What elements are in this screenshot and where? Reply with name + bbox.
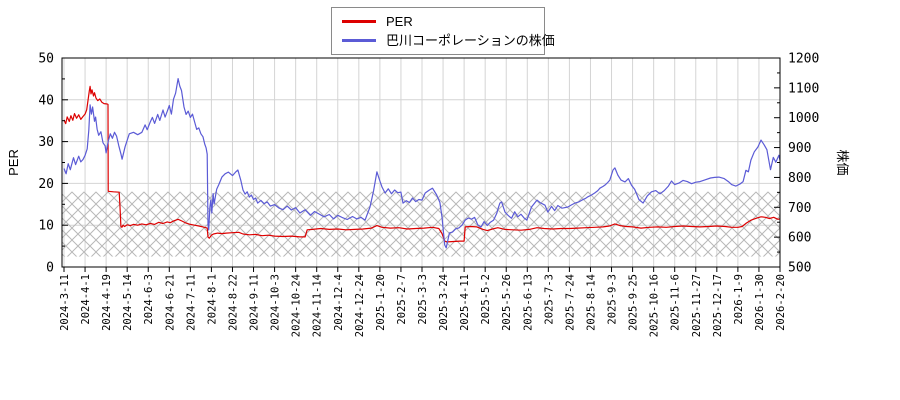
svg-text:2025-7-3: 2025-7-3 xyxy=(543,274,555,325)
svg-text:2024-11-14: 2024-11-14 xyxy=(312,274,324,337)
svg-text:2025-11-6: 2025-11-6 xyxy=(670,274,682,331)
svg-text:2025-6-13: 2025-6-13 xyxy=(522,274,534,331)
svg-text:2025-11-27: 2025-11-27 xyxy=(691,274,703,337)
svg-text:2025-9-25: 2025-9-25 xyxy=(628,274,640,331)
svg-text:10: 10 xyxy=(38,219,54,234)
svg-text:2025-8-14: 2025-8-14 xyxy=(585,274,597,331)
svg-text:PER: PER xyxy=(6,149,21,176)
svg-text:2026-1-9: 2026-1-9 xyxy=(733,274,745,325)
stock-line-swatch xyxy=(342,39,376,42)
svg-text:2024-12-4: 2024-12-4 xyxy=(333,274,345,331)
svg-text:50: 50 xyxy=(38,52,54,67)
svg-text:600: 600 xyxy=(788,231,811,246)
svg-text:900: 900 xyxy=(788,141,811,156)
svg-text:700: 700 xyxy=(788,201,811,216)
svg-text:2024-10-3: 2024-10-3 xyxy=(270,274,282,331)
svg-text:2025-10-16: 2025-10-16 xyxy=(649,274,661,337)
svg-text:20: 20 xyxy=(38,177,54,192)
svg-text:2024-4-19: 2024-4-19 xyxy=(101,274,113,331)
svg-text:30: 30 xyxy=(38,135,54,150)
svg-text:株価: 株価 xyxy=(835,149,850,175)
svg-text:2025-3-3: 2025-3-3 xyxy=(417,274,429,325)
svg-text:800: 800 xyxy=(788,171,811,186)
svg-text:2026-2-20: 2026-2-20 xyxy=(775,274,787,331)
svg-text:2025-4-11: 2025-4-11 xyxy=(459,274,471,331)
svg-text:2024-5-14: 2024-5-14 xyxy=(122,274,134,331)
svg-text:0: 0 xyxy=(46,261,54,276)
svg-text:1000: 1000 xyxy=(788,111,819,126)
per-line-swatch xyxy=(342,20,376,23)
svg-text:2025-3-24: 2025-3-24 xyxy=(438,274,450,331)
svg-text:2024-6-21: 2024-6-21 xyxy=(164,274,176,331)
svg-text:2024-8-1: 2024-8-1 xyxy=(206,274,218,325)
svg-text:2024-3-11: 2024-3-11 xyxy=(59,274,71,331)
svg-text:2024-6-3: 2024-6-3 xyxy=(143,274,155,325)
svg-text:2026-1-30: 2026-1-30 xyxy=(754,274,766,331)
legend-item-per: PER xyxy=(342,12,534,31)
svg-text:2025-5-2: 2025-5-2 xyxy=(480,274,492,325)
svg-text:2024-10-24: 2024-10-24 xyxy=(291,274,303,337)
svg-text:2024-4-1: 2024-4-1 xyxy=(80,274,92,325)
svg-text:2024-9-11: 2024-9-11 xyxy=(249,274,261,331)
svg-text:2025-7-24: 2025-7-24 xyxy=(564,274,576,331)
svg-text:500: 500 xyxy=(788,261,811,276)
svg-text:2025-9-3: 2025-9-3 xyxy=(607,274,619,325)
legend-label-stock-price: 巴川コーポレーションの株価 xyxy=(386,33,555,48)
svg-text:1100: 1100 xyxy=(788,81,819,96)
svg-text:2024-7-11: 2024-7-11 xyxy=(185,274,197,331)
chart-legend: PER 巴川コーポレーションの株価 xyxy=(331,7,555,55)
svg-text:2024-8-22: 2024-8-22 xyxy=(227,274,239,331)
legend-item-stock-price: 巴川コーポレーションの株価 xyxy=(342,31,555,50)
svg-text:2025-5-26: 2025-5-26 xyxy=(501,274,513,331)
svg-text:40: 40 xyxy=(38,93,54,108)
svg-text:2025-12-17: 2025-12-17 xyxy=(712,274,724,337)
svg-text:2025-1-20: 2025-1-20 xyxy=(375,274,387,331)
svg-text:2025-2-7: 2025-2-7 xyxy=(396,274,408,325)
svg-text:1200: 1200 xyxy=(788,52,819,67)
svg-text:2024-12-24: 2024-12-24 xyxy=(354,274,366,337)
legend-label-per: PER xyxy=(386,14,413,29)
